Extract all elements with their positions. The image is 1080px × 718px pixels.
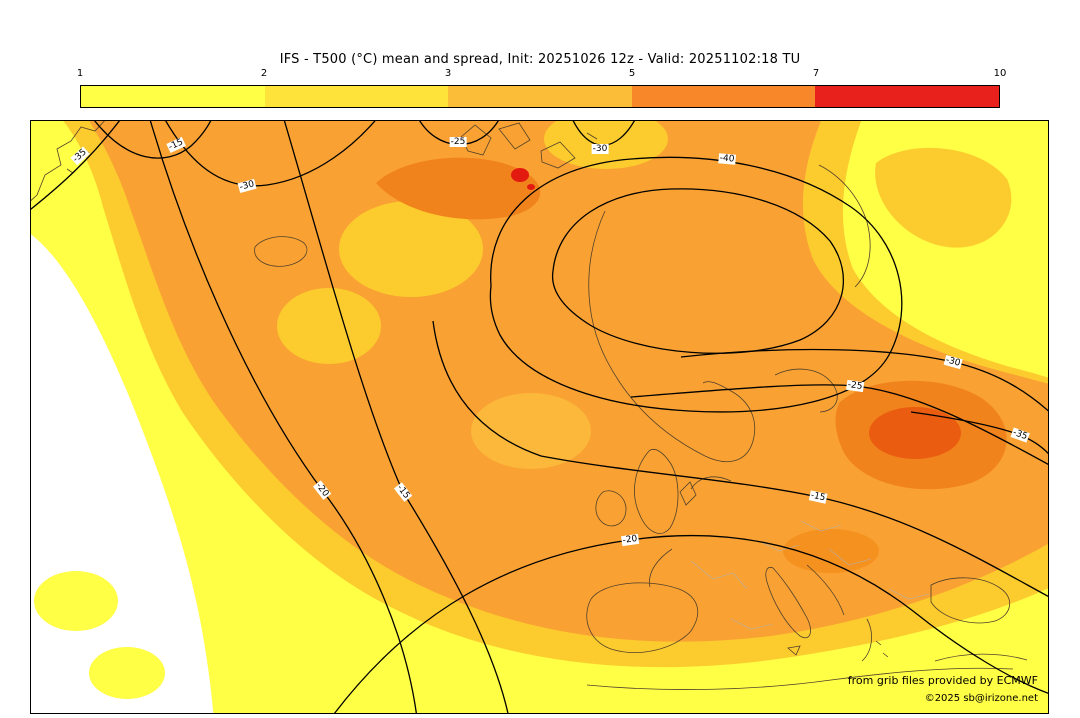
country-border [758,540,800,552]
colorbar-segment [631,86,816,107]
coastline-svalbard [460,122,598,169]
colorbar-segment [81,86,265,107]
coastline-italy [765,566,811,639]
country-border [730,618,774,630]
coastline-iceland [254,236,308,267]
coastline-kola [774,368,838,413]
coastline-novaya-zemlya [818,164,871,288]
colorbar-tick-label: 3 [444,68,452,79]
spread-region-gold-patch [471,393,591,469]
contour-line [334,534,1048,713]
attribution-copyright: ©2025 sb@irizone.net [924,693,1038,704]
coastline-sicily [787,645,801,656]
contour-line [149,121,417,713]
spread-region-dark-orange [376,157,541,220]
coastlines-layer [31,121,1028,690]
colorbar-segment [264,86,449,107]
attribution-ecmwf: from grib files provided by ECMWF [847,674,1038,687]
spread-region-orange [89,121,1048,642]
colorbar-segment [815,86,999,107]
spread-region-gold-patch [339,201,483,297]
spread-region-gold-patch [277,288,381,364]
colorbar-tick-label: 7 [812,68,820,79]
contour-line [489,156,903,413]
coastline-black-sea [930,577,1010,624]
colorbar-tick-label: 10 [993,68,1007,79]
country-borders-layer [690,520,930,630]
spread-region-yellow-spot [34,571,118,631]
colorbar-segment [448,86,632,107]
spread-region-yellow-spot [89,647,165,699]
colorbar-tick-label: 1 [76,68,84,79]
country-border [828,548,872,566]
contour-line [165,121,376,187]
contour-line [680,348,1048,412]
coastline-greece [861,618,889,662]
coastline-ireland [595,490,627,527]
colorbar-tick-label: 2 [260,68,268,79]
colorbar [80,85,1000,108]
weather-map [31,121,1048,713]
country-border [800,520,842,532]
spread-region-dark-orange [783,529,879,573]
colorbar-tick-label: 5 [628,68,636,79]
coastline-iberia [586,582,699,653]
coastline-balkans [806,564,845,616]
contour-line [283,121,509,713]
coastline-norway [588,210,706,457]
coastline-denmark [679,481,697,506]
country-border [690,560,748,590]
page-title: IFS - T500 (°C) mean and spread, Init: 2… [279,52,801,67]
coastline-turkey [934,653,1028,662]
spread-region-deep-orange-core [869,407,961,459]
contour-line [432,320,1048,598]
spread-region-red-spot [511,168,529,182]
map-frame: -35 -15 -30 -25 -30 -40 -25 -30 -35 -20 -15 -20 -15 … [30,120,1049,714]
spread-region-gold-island [875,147,1012,248]
colorbar-ticks: 1 2 3 5 7 10 [76,68,1007,82]
coastline-britain [634,448,679,534]
colorbar-wrap [80,85,1000,108]
coastline-north-africa [586,667,1014,690]
coastline-france [649,548,673,588]
coastline-greenland [31,121,105,201]
coastline-baltic [690,476,732,490]
country-border [888,588,930,600]
contour-line [31,121,120,210]
spread-fill-layer [31,121,1048,713]
spread-region-red-spot [527,184,535,190]
coastline-bothnia [702,381,756,463]
contour-lines-layer [31,121,1048,713]
contour-line [551,188,844,354]
